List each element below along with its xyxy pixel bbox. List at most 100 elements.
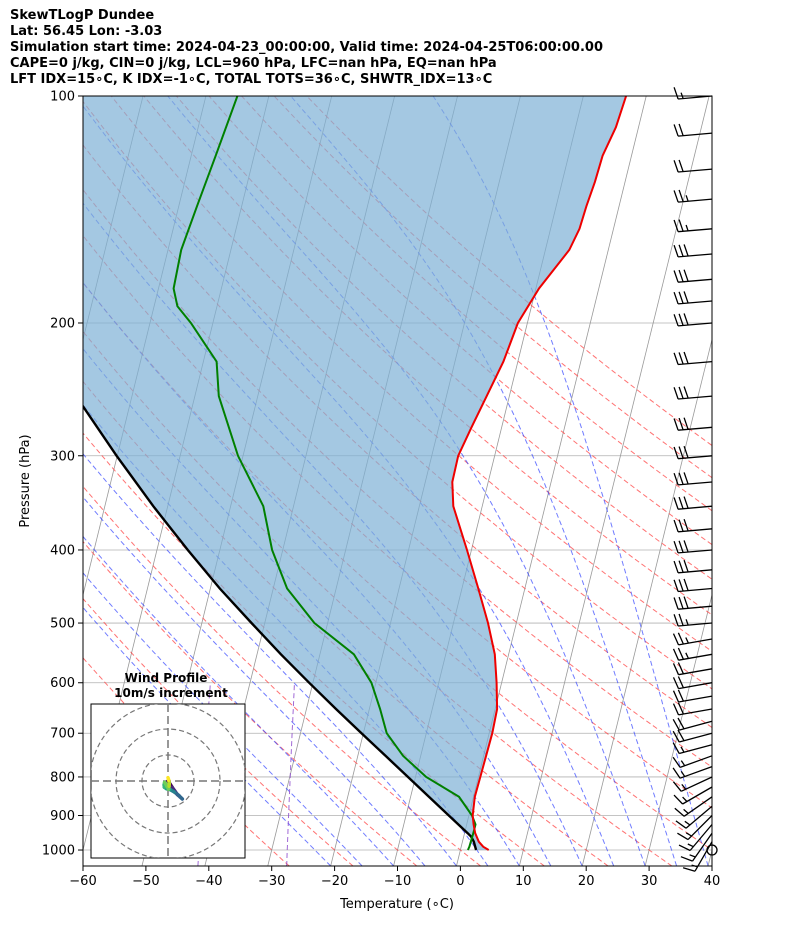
isotherm-line (707, 848, 712, 866)
wind-barb (673, 386, 713, 400)
dry-adiabat (83, 597, 354, 866)
wind-barb (673, 518, 713, 533)
wind-barb (674, 796, 713, 817)
x-tick-label: −60 (69, 874, 96, 889)
moist-adiabat (432, 96, 709, 866)
isotherm-line (518, 96, 710, 866)
wind-barb (672, 676, 713, 690)
hodograph-segment (166, 775, 171, 782)
y-tick-label: 200 (50, 316, 75, 331)
isotherm-line (771, 96, 794, 866)
wind-barb (678, 824, 713, 852)
wind-barb (673, 351, 713, 366)
cape-line: CAPE=0 j/kg, CIN=0 j/kg, LCL=960 hPa, LF… (10, 56, 497, 71)
dewpoint-line (172, 96, 477, 851)
y-tick-label: 900 (50, 809, 75, 824)
wind-barb (682, 841, 713, 872)
chart-title: SkewTLogP Dundee (10, 8, 155, 23)
wind-barb (673, 291, 713, 305)
x-axis-label: Temperature (∘C) (339, 897, 454, 912)
wind-barb (673, 496, 713, 510)
y-tick-label: 600 (50, 676, 75, 691)
y-tick-label: 100 (50, 90, 75, 105)
wind-barb (673, 219, 713, 233)
y-tick-label: 500 (50, 617, 75, 632)
moist-adiabat (83, 572, 363, 866)
y-tick-label: 700 (50, 727, 75, 742)
x-tick-label: 10 (515, 874, 532, 889)
wind-barb (672, 647, 713, 661)
wind-barb (672, 702, 713, 716)
dry-adiabat (83, 540, 418, 866)
isotherm-line (0, 96, 80, 866)
wind-barb (673, 540, 713, 554)
wind-barb (672, 717, 713, 731)
dry-adiabat (83, 485, 481, 866)
x-tick-label: −30 (258, 874, 285, 889)
wind-barb (673, 472, 713, 486)
moist-adiabat (290, 96, 678, 866)
cape-cin-shading (83, 96, 627, 850)
dry-adiabat (176, 96, 712, 580)
location-line: Lat: 56.45 Lon: -3.03 (10, 24, 163, 39)
wind-barb (673, 578, 713, 593)
y-axis-label: Pressure (hPa) (18, 434, 33, 527)
wind-barb (680, 832, 713, 862)
parcel-profile-line (83, 404, 478, 851)
time-line: Simulation start time: 2024-04-23_00:00:… (10, 40, 603, 55)
wind-barb (673, 786, 713, 805)
dry-adiabat (241, 96, 712, 512)
wind-barb (673, 123, 713, 137)
x-tick-label: 0 (456, 874, 464, 889)
moist-adiabat (83, 535, 394, 866)
x-tick-label: −20 (321, 874, 348, 889)
wind-barb (673, 159, 713, 173)
x-tick-label: 20 (578, 874, 595, 889)
axes: Temperature (∘C) Pressure (hPa) −60 −50 −4… (18, 90, 720, 913)
moist-adiabat (83, 453, 457, 866)
wind-barb (673, 613, 713, 627)
wind-barb (677, 815, 713, 841)
wind-barb (673, 189, 713, 203)
x-tick-label: −40 (195, 874, 222, 889)
wind-barb (672, 662, 713, 676)
wind-barb (672, 765, 713, 779)
wind-barb (672, 689, 713, 703)
y-tick-label: 400 (50, 543, 75, 558)
moist-adiabat (83, 606, 332, 866)
mixing-ratio-line (286, 682, 295, 866)
wind-barb (673, 445, 713, 460)
wind-barb (672, 729, 713, 743)
wind-barb (675, 805, 713, 829)
hodograph-inset: Wind Profile 10m/s increment (90, 671, 246, 859)
wind-barbs (672, 87, 718, 872)
indices-line: LFT IDX=15∘C, K IDX=-1∘C, TOTAL TOTS=36∘… (10, 72, 493, 87)
x-tick-label: 30 (641, 874, 658, 889)
wind-barb (673, 87, 713, 100)
isotherm-line (0, 96, 17, 866)
dry-adiabat (208, 96, 712, 546)
wind-barb (672, 632, 713, 646)
wind-barb (673, 596, 713, 610)
wind-barb (672, 776, 713, 792)
y-tick-label: 800 (50, 770, 75, 785)
x-tick-label: 40 (704, 874, 721, 889)
dry-adiabat (306, 96, 712, 447)
y-tick-label: 1000 (42, 844, 75, 859)
hodograph-subtitle: 10m/s increment (114, 686, 228, 700)
y-tick-label: 300 (50, 449, 75, 464)
wind-barb (673, 417, 713, 431)
wind-barb (673, 244, 713, 258)
temperature-line (451, 96, 628, 851)
x-tick-label: −50 (132, 874, 159, 889)
wind-barb (672, 742, 713, 755)
x-tick-label: −10 (384, 874, 411, 889)
hodograph-title: Wind Profile (125, 671, 208, 685)
wind-barb (673, 559, 713, 574)
wind-barb (673, 313, 713, 327)
isotherm-line (644, 593, 712, 866)
profile-lines (83, 96, 628, 851)
wind-barb (673, 269, 713, 283)
cape-area (83, 96, 627, 850)
